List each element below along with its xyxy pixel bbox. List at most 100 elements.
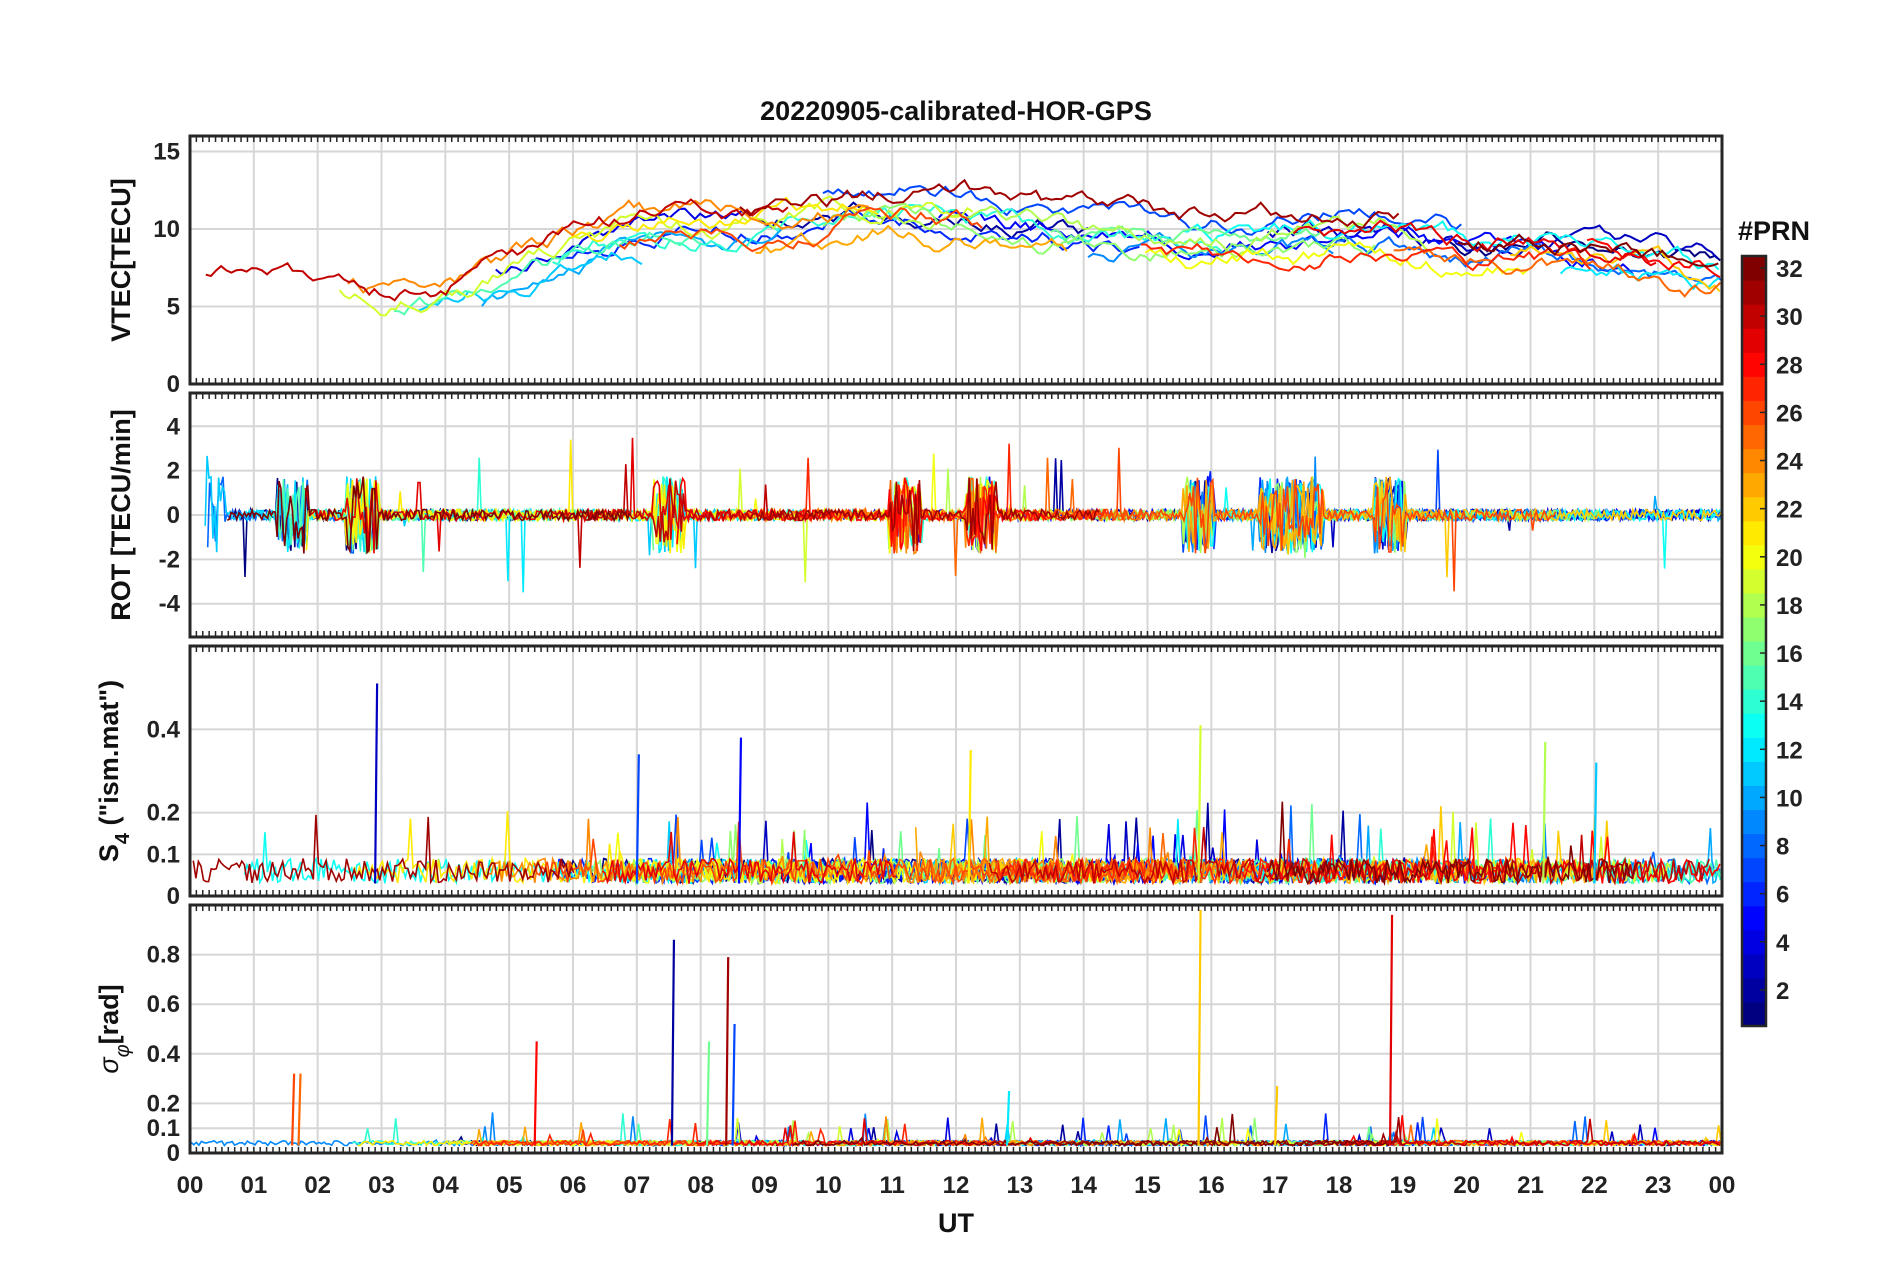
x-tick-label: 19 (1389, 1172, 1416, 1199)
series-line-prn-30 (205, 198, 789, 302)
y-axis-label: S4 ("ism.mat") (94, 680, 134, 862)
y-axis-label: ROT [TECU/min] (106, 409, 136, 620)
axes-frame (188, 644, 1724, 898)
y-tick-label: 0.4 (147, 716, 181, 743)
series-line-prn-31 (746, 477, 1100, 552)
colorbar-band (1742, 568, 1766, 594)
colorbar-tick-label: 32 (1776, 256, 1803, 283)
peak-spike (1388, 914, 1394, 1146)
x-axis-label: UT (938, 1208, 974, 1238)
colorbar-band (1742, 713, 1766, 738)
x-tick-label: 14 (1070, 1172, 1097, 1199)
x-tick-label: 00 (1709, 1172, 1736, 1199)
panel-vtec: 0 5 10 15 VTEC[TECU] (106, 134, 1724, 398)
colorbar-band (1742, 376, 1766, 401)
series-line-prn-23 (755, 224, 1068, 254)
y-tick-label: 0.2 (147, 1090, 180, 1117)
peak-spike (967, 750, 972, 884)
colorbar-tick-label: 26 (1776, 400, 1803, 427)
series-line-prn-29 (1292, 219, 1657, 267)
colorbar-tick-label: 20 (1776, 545, 1803, 572)
y-tick-label: 0.2 (147, 800, 180, 827)
peak-spike (1197, 909, 1202, 1146)
y-tick-label: 0.6 (147, 991, 180, 1018)
colorbar-band (1742, 809, 1766, 835)
colorbar-tick-label: 2 (1776, 978, 1789, 1005)
grid (189, 136, 1723, 385)
y-tick-label: 10 (153, 216, 180, 243)
peak-spike (737, 737, 743, 884)
y-tick-label: 5 (167, 294, 180, 321)
series-line-prn-15 (393, 231, 702, 316)
peak-spike (291, 1073, 296, 1146)
x-tick-label: 22 (1581, 1172, 1608, 1199)
panel-s4: 0 0.1 0.2 0.4 S4 ("ism.mat") (94, 644, 1724, 910)
y-tick-label: 4 (167, 413, 181, 440)
peak-spike (1542, 741, 1547, 884)
x-tick-label: 02 (304, 1172, 331, 1199)
series-group (190, 909, 1722, 1148)
series-line-prn-21 (571, 196, 879, 243)
colorbar-band (1742, 665, 1766, 690)
series-line-prn-27 (1140, 242, 1592, 272)
x-tick-label: 08 (687, 1172, 714, 1199)
colorbar-tick-label: 22 (1776, 497, 1803, 524)
colorbar-tick-label: 8 (1776, 834, 1789, 861)
x-tick-label: 07 (623, 1172, 650, 1199)
x-tick-label: 20 (1453, 1172, 1480, 1199)
series-line-prn-24 (347, 199, 869, 294)
colorbar-band (1742, 1001, 1766, 1027)
peak-spike (533, 1041, 538, 1146)
series-line-prn-7 (822, 184, 1462, 236)
peak-spike (635, 754, 640, 884)
series-line-prn-20 (1144, 241, 1529, 279)
x-tick-label: 03 (368, 1172, 395, 1199)
series-line-prn-9 (1087, 231, 1334, 263)
colorbar-band (1742, 761, 1766, 786)
colorbar-band (1742, 520, 1766, 546)
colorbar-tick-label: 16 (1776, 641, 1803, 668)
colorbar-tick-label: 28 (1776, 352, 1803, 379)
peak-spike (1005, 1090, 1011, 1146)
series-line-prn-4 (495, 207, 752, 276)
series-line-prn-31 (739, 178, 1400, 230)
y-tick-label: -4 (159, 591, 181, 618)
series-line-prn-26 (618, 206, 983, 253)
x-tick-label: 18 (1326, 1172, 1353, 1199)
x-tick-label: 09 (751, 1172, 778, 1199)
peak-spike (731, 1024, 736, 1146)
y-tick-label: 0.1 (147, 841, 180, 868)
series-line-prn-32 (1457, 233, 1719, 268)
axes-frame (188, 903, 1724, 1155)
colorbar-tick-label: 18 (1776, 593, 1803, 620)
series-line-prn-26 (1071, 447, 1557, 592)
colorbar-frame (1740, 254, 1768, 1028)
y-tick-label: 0 (167, 883, 180, 910)
x-tick-label: 10 (815, 1172, 842, 1199)
colorbar-band (1742, 857, 1766, 883)
colorbar-band (1742, 953, 1766, 979)
y-tick-label: 0 (167, 502, 180, 529)
peak-spike (1274, 1086, 1279, 1146)
series-line-prn-28 (676, 476, 1048, 552)
x-tick-label: 13 (1006, 1172, 1033, 1199)
peak-spike (705, 1041, 711, 1146)
series-group (205, 178, 1722, 317)
y-tick-label: 0 (167, 1140, 180, 1167)
series-line-prn-32 (226, 476, 631, 555)
colorbar-tick-label: 4 (1776, 930, 1790, 957)
series-line-prn-22 (1510, 244, 1721, 293)
panel-sigphi: 00.10.2 0.4 0.6 0.8 σφ[rad] (94, 903, 1724, 1167)
y-tick-label: 0 (167, 371, 180, 398)
colorbar-band (1742, 280, 1766, 305)
series-line-prn-26 (470, 1129, 727, 1147)
panel-rot: -4 -2 0 2 4 ROT [TECU/min] (106, 391, 1724, 639)
series-group (192, 683, 1722, 887)
colorbar-tick-label: 14 (1776, 689, 1803, 716)
series-line-prn-25 (719, 457, 1145, 576)
colorbar-tick-label: 30 (1776, 304, 1803, 331)
y-tick-label: 0.1 (147, 1115, 180, 1142)
axes-frame (188, 134, 1724, 386)
x-tick-label: 15 (1134, 1172, 1161, 1199)
